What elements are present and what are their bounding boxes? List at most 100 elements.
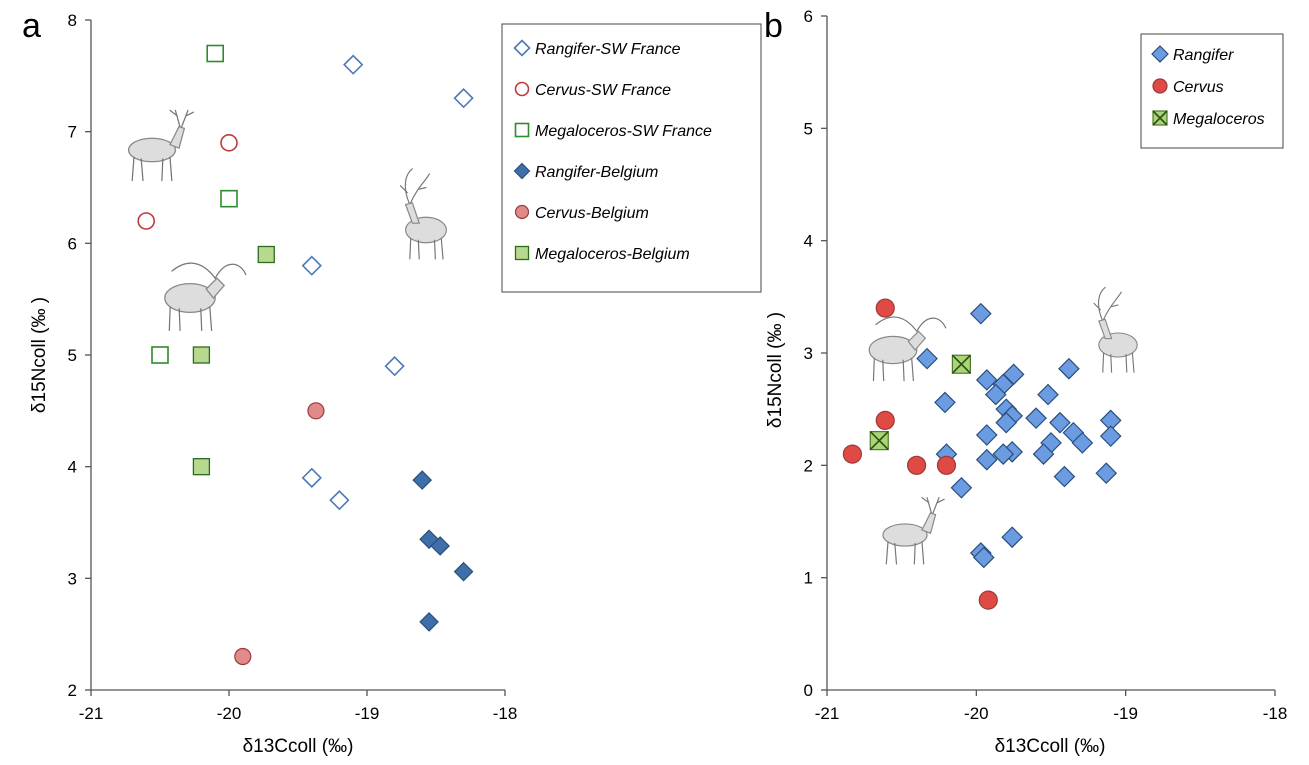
point-rangifer-sw-france [301,467,322,488]
legend-label-rangifer-sw-france: Rangifer-SW France [535,41,681,58]
point-megaloceros-sw-france [206,44,224,63]
legend-marker-rangifer [1151,45,1169,63]
x-tick-label: -21 [815,704,840,723]
legend-label-rangifer: Rangifer [1173,47,1234,64]
legend-marker-megaloceros-belgium [514,245,530,261]
reindeer-illustration-a [399,168,447,260]
point-rangifer [975,424,998,446]
b-legend: Rangifer Cervus Megaloceros [1140,33,1284,149]
series-megaloceros-sw-france [151,44,238,364]
legend-label-cervus: Cervus [1173,79,1224,96]
point-rangifer [1025,407,1047,430]
point-rangifer-belgium [412,470,433,490]
point-rangifer [995,411,1018,434]
y-tick-label: 2 [68,681,77,700]
legend-label-rangifer-belgium: Rangifer-Belgium [535,164,658,181]
point-rangifer-belgium [430,536,450,556]
point-cervus [906,455,927,475]
point-megaloceros-belgium [192,346,211,364]
b-y-axis-title: δ15Ncoll (‰ ) [765,312,786,428]
legend-label-megaloceros-sw-france: Megaloceros-SW France [535,123,712,140]
series-rangifer-sw-france [301,54,474,511]
a-x-axis-title: δ13Ccoll (‰) [243,736,354,757]
y-tick-label: 5 [804,119,813,138]
b-legend-items: Rangifer Cervus Megaloceros [1151,45,1265,128]
moose-illustration-b [868,316,947,382]
x-tick-label: -20 [964,704,989,723]
point-rangifer [950,476,973,499]
y-tick-label: 3 [68,569,77,588]
panel-label-a: a [22,7,41,45]
y-tick-label: 3 [804,344,813,363]
y-tick-label: 7 [68,123,77,142]
y-tick-label: 8 [68,11,77,30]
y-tick-label: 6 [68,234,77,253]
legend-label-megaloceros-belgium: Megaloceros-Belgium [535,246,690,263]
y-tick-label: 0 [804,681,813,700]
y-tick-label: 1 [804,569,813,588]
y-tick-label: 2 [804,456,813,475]
panel-label-b: b [764,7,783,45]
moose-illustration-a [164,262,247,332]
legend-marker-megaloceros-sw-france [514,122,530,138]
point-rangifer [992,443,1015,465]
point-cervus [875,298,895,318]
series-cervus-sw-france [137,134,238,230]
point-rangifer [972,546,995,569]
point-rangifer [975,448,998,471]
legend-marker-cervus [1152,78,1168,94]
point-rangifer [1037,383,1059,406]
b-x-axis-title: δ13Ccoll (‰) [995,736,1106,757]
point-rangifer [984,383,1007,406]
legend-marker-cervus-sw-france [514,81,530,97]
series-megaloceros [869,354,972,451]
point-rangifer [969,302,992,325]
x-tick-label: -18 [493,704,518,723]
legend-marker-megaloceros [1152,110,1168,126]
series-megaloceros-belgium [192,245,275,476]
reindeer-illustration-b [1093,286,1138,373]
point-megaloceros-sw-france [220,189,238,208]
y-tick-label: 4 [68,458,77,477]
series-rangifer [916,302,1122,569]
deer-illustration-a [127,109,195,182]
point-rangifer-belgium [419,612,439,632]
b-ticks: -21 -20 -19 -18 0 1 2 3 4 5 6 [804,7,1288,723]
a-ticks: -21 -20 -19 -18 2 3 4 5 6 7 8 [68,11,518,723]
x-tick-label: -19 [1113,704,1138,723]
point-cervus [875,410,895,430]
point-rangifer [1032,443,1055,465]
point-rangifer [934,391,956,414]
point-rangifer [1095,462,1118,485]
point-cervus-sw-france [220,134,238,152]
point-rangifer [1053,465,1076,488]
point-rangifer [916,347,938,370]
series-cervus [842,298,998,610]
series-rangifer-belgium [412,470,474,632]
a-legend-box [501,23,762,293]
a-legend-items: Rangifer-SW France Cervus-SW France Megalo… [513,39,712,263]
point-rangifer [1058,357,1080,380]
point-megaloceros [951,354,972,374]
point-rangifer-sw-france [384,356,405,377]
a-y-axis-title: δ15Ncoll (‰ ) [29,297,50,413]
panel-a: a -21 -20 -19 -18 2 3 4 5 6 7 8 δ13Ccoll (‰) δ15Nc… [22,7,762,757]
point-rangifer-sw-france [301,255,322,276]
point-megaloceros [869,431,889,451]
point-megaloceros-sw-france [151,346,169,364]
x-tick-label: -19 [355,704,380,723]
point-cervus-belgium [234,647,252,666]
point-megaloceros-belgium [257,245,275,264]
b-plot-points [842,298,1122,610]
point-rangifer-sw-france [343,54,364,75]
x-tick-label: -18 [1263,704,1288,723]
a-plot-points [137,44,474,666]
point-rangifer-sw-france [329,490,350,511]
deer-illustration-b [882,497,945,565]
y-tick-label: 5 [68,346,77,365]
y-tick-label: 6 [804,7,813,26]
point-rangifer [1049,411,1071,434]
point-cervus [978,590,998,610]
x-tick-label: -20 [217,704,242,723]
